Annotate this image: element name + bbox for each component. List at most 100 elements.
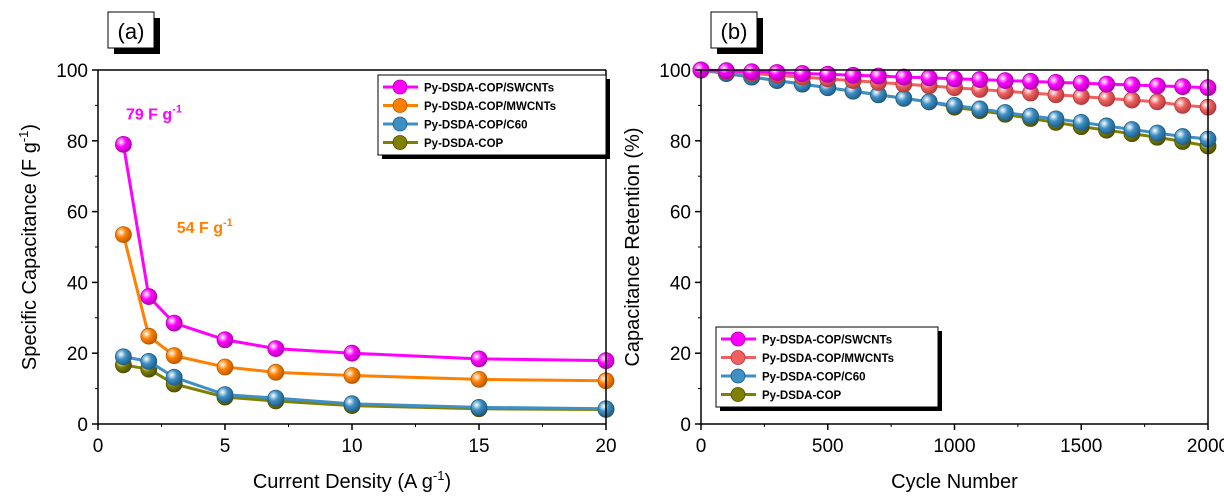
x-tick-label: 20 <box>595 436 616 457</box>
data-point <box>1047 73 1065 91</box>
data-point <box>216 331 234 349</box>
y-tick-label: 40 <box>670 273 691 294</box>
legend: Py-DSDA-COP/SWCNTs Py-DSDA-COP/MWCNTs Py-D… <box>377 74 610 159</box>
data-point <box>996 104 1014 121</box>
y-axis-label-tail: ) <box>19 124 41 131</box>
data-point <box>1174 78 1192 96</box>
legend-marker <box>392 98 408 113</box>
data-point <box>1123 91 1141 109</box>
y-tick-label: 60 <box>670 203 691 224</box>
annotation-sup: -1 <box>223 217 233 229</box>
data-point <box>343 395 361 413</box>
y-tick-label: 40 <box>67 273 88 294</box>
legend-label: Py-DSDA-COP/SWCNTs <box>424 83 554 95</box>
data-point <box>768 64 786 81</box>
panel-label-box <box>107 11 155 49</box>
data-point <box>1072 74 1090 92</box>
legend-label: Py-DSDA-COP <box>424 138 504 150</box>
annotation-sup: -1 <box>172 104 182 116</box>
data-point <box>1123 76 1141 94</box>
legend-marker <box>392 135 408 150</box>
data-point <box>946 97 963 114</box>
legend-item: Py-DSDA-COP/C60 <box>383 116 528 132</box>
data-point <box>1022 72 1039 90</box>
data-point <box>165 314 183 332</box>
series-3 <box>115 348 615 418</box>
data-point <box>267 340 285 357</box>
data-point <box>343 367 361 384</box>
y-tick-label: 0 <box>680 415 691 436</box>
x-tick-label: 0 <box>93 436 104 457</box>
panel-label-box <box>710 11 758 49</box>
data-point <box>470 370 488 388</box>
data-point <box>996 72 1014 90</box>
legend-item: Py-DSDA-COP <box>383 135 504 150</box>
x-tick-label: 0 <box>696 436 707 457</box>
y-axis-label-main: Capacitance Retention (%) <box>622 127 644 366</box>
y-axis-label: Capacitance Retention (%) <box>622 127 644 366</box>
data-point <box>216 358 234 376</box>
data-point <box>946 70 963 88</box>
chart-panel-a: (a) 0 5 10 15 20 0 20 40 60 80 100 Current Density (… <box>16 11 617 493</box>
data-point <box>343 344 361 362</box>
y-tick-label: 20 <box>670 344 691 365</box>
legend-marker <box>392 79 408 95</box>
chart-panel-b: (b) 0 500 1000 1500 2000 0 20 40 60 80 100 Cycle Num… <box>622 11 1224 493</box>
x-axis-label-sup: -1 <box>433 468 445 483</box>
y-tick-label: 60 <box>67 203 88 224</box>
data-point <box>1174 128 1192 145</box>
panel-label: (a) <box>118 19 145 44</box>
y-axis-label-main: Specific Capacitance (F g <box>19 142 41 370</box>
legend-marker <box>730 368 746 384</box>
data-point <box>115 226 132 244</box>
series-1 <box>115 135 615 370</box>
legend: Py-DSDA-COP/SWCNTs Py-DSDA-COP/MWCNTs Py-D… <box>715 326 942 411</box>
data-point <box>895 89 913 107</box>
y-tick-label: 0 <box>77 415 88 436</box>
data-point <box>267 389 285 407</box>
data-point <box>165 368 183 386</box>
data-point <box>819 65 837 83</box>
data-point <box>140 352 158 370</box>
annotation: 54 F g-1 <box>177 217 233 237</box>
x-axis-label-tail: ) <box>444 471 451 493</box>
x-tick-label: 1500 <box>1060 436 1102 457</box>
data-point <box>1148 93 1166 111</box>
series-2 <box>115 226 615 390</box>
data-point <box>267 363 285 381</box>
data-point <box>920 93 938 111</box>
data-point <box>1148 77 1166 95</box>
data-point <box>1148 124 1166 142</box>
y-tick-label: 20 <box>67 344 88 365</box>
legend-label: Py-DSDA-COP/MWCNTs <box>762 353 894 365</box>
legend-item: Py-DSDA-COP/C60 <box>721 368 866 384</box>
panel-label: (b) <box>721 19 748 44</box>
legend-label: Py-DSDA-COP <box>762 390 842 402</box>
series-line <box>121 144 607 363</box>
x-tick-label: 2000 <box>1187 436 1224 457</box>
data-point <box>971 100 989 118</box>
data-point <box>115 135 132 153</box>
x-tick-label: 500 <box>812 436 844 457</box>
x-axis-label: Cycle Number <box>891 471 1018 493</box>
legend-marker <box>730 331 746 347</box>
legend-label: Py-DSDA-COP/C60 <box>424 120 528 132</box>
data-point <box>971 71 989 88</box>
annotation-main: 79 F g <box>126 107 172 124</box>
x-tick-label: 5 <box>220 436 231 457</box>
data-point <box>1072 113 1090 131</box>
data-point <box>1047 110 1065 128</box>
legend-label: Py-DSDA-COP/SWCNTs <box>762 335 892 347</box>
data-point <box>920 69 938 87</box>
legend-label: Py-DSDA-COP/MWCNTs <box>424 101 556 113</box>
legend-item: Py-DSDA-COP <box>721 387 842 402</box>
data-point <box>895 68 913 86</box>
legend-item: Py-DSDA-COP/SWCNTs <box>721 331 892 347</box>
data-point <box>870 67 887 85</box>
data-point <box>794 65 811 82</box>
x-tick-label: 1000 <box>933 436 975 457</box>
x-axis-label-main: Cycle Number <box>891 471 1018 493</box>
data-point <box>1098 89 1115 107</box>
y-axis-label-sup: -1 <box>16 131 31 143</box>
